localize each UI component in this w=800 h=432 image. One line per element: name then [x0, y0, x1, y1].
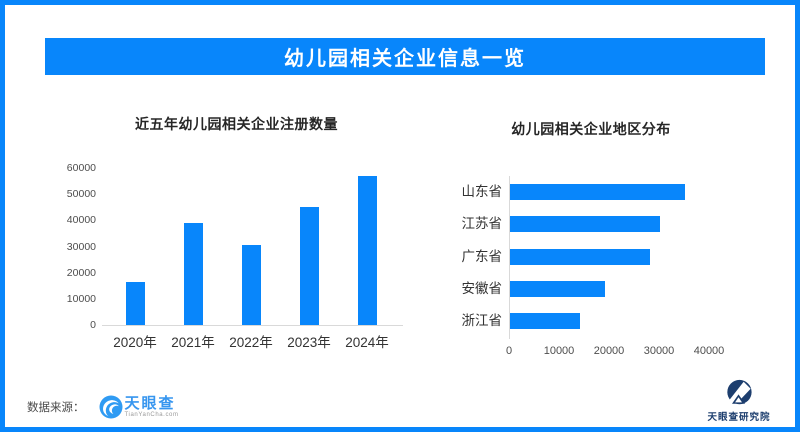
institute-logo: 天眼查研究院 [705, 379, 773, 423]
x-axis-category: 2023年 [287, 335, 331, 350]
page-title: 幼儿园相关企业信息一览 [284, 48, 526, 70]
bar-广东省 [510, 249, 650, 265]
x-axis-tick: 40000 [693, 345, 725, 357]
tianyancha-eye-icon [99, 395, 122, 419]
right-chart-title: 幼儿园相关企业地区分布 [511, 121, 671, 137]
y-axis-tick: 20000 [66, 266, 96, 279]
y-axis-category: 广东省 [461, 249, 503, 264]
tianyancha-logo: 天眼查 TianYanCha.com [99, 395, 179, 419]
y-axis-category: 安徽省 [461, 281, 503, 296]
data-source-area: 数据来源： 天眼查 TianYanCha.com [27, 393, 179, 421]
institute-wave-icon [724, 379, 752, 407]
bar-山东省 [510, 184, 685, 200]
x-axis-tick: 30000 [643, 345, 675, 357]
y-axis-category: 江苏省 [461, 216, 503, 231]
tianyancha-wordmark-group: 天眼查 TianYanCha.com [125, 396, 179, 419]
x-axis-category: 2021年 [171, 335, 215, 350]
bar-2023年 [299, 207, 319, 325]
x-axis-category: 2024年 [345, 335, 389, 350]
bar-安徽省 [510, 281, 605, 297]
bar-2020年 [125, 282, 145, 325]
x-axis-tick: 0 [505, 345, 513, 357]
left-chart-title: 近五年幼儿园相关企业注册数量 [135, 116, 338, 132]
x-axis-category: 2020年 [113, 335, 157, 350]
y-axis-tick: 40000 [66, 214, 96, 227]
institute-label: 天眼查研究院 [707, 412, 771, 423]
x-axis-line [102, 325, 403, 326]
x-axis-tick: 10000 [543, 345, 575, 357]
x-axis-category: 2022年 [229, 335, 273, 350]
bar-2021年 [183, 223, 203, 325]
y-axis-line [509, 176, 510, 339]
y-axis-tick: 30000 [66, 240, 96, 253]
y-axis-category: 浙江省 [461, 313, 503, 328]
data-source-label: 数据来源： [27, 402, 85, 414]
bar-2022年 [241, 245, 261, 325]
bar-2024年 [357, 176, 377, 325]
y-axis-tick: 10000 [66, 292, 96, 305]
tianyancha-domain: TianYanCha.com [124, 411, 179, 418]
tianyancha-wordmark: 天眼查 [124, 394, 176, 412]
y-axis-category: 山东省 [461, 184, 503, 199]
bar-江苏省 [510, 216, 660, 232]
y-axis-tick: 50000 [66, 188, 96, 201]
y-axis-tick: 60000 [66, 162, 96, 174]
registrations-bar-chart: 0 10000 20000 30000 40000 50000 60000 2020年 2021… [5, 5, 795, 427]
y-axis-tick: 0 [90, 319, 96, 331]
bar-浙江省 [510, 313, 580, 329]
x-axis-tick: 20000 [593, 345, 625, 357]
region-distribution-bar-chart: 山东省江苏省广东省安徽省浙江省 0 10000 20000 30000 40000 [5, 5, 795, 427]
page-title-banner: 幼儿园相关企业信息一览 [45, 38, 765, 75]
